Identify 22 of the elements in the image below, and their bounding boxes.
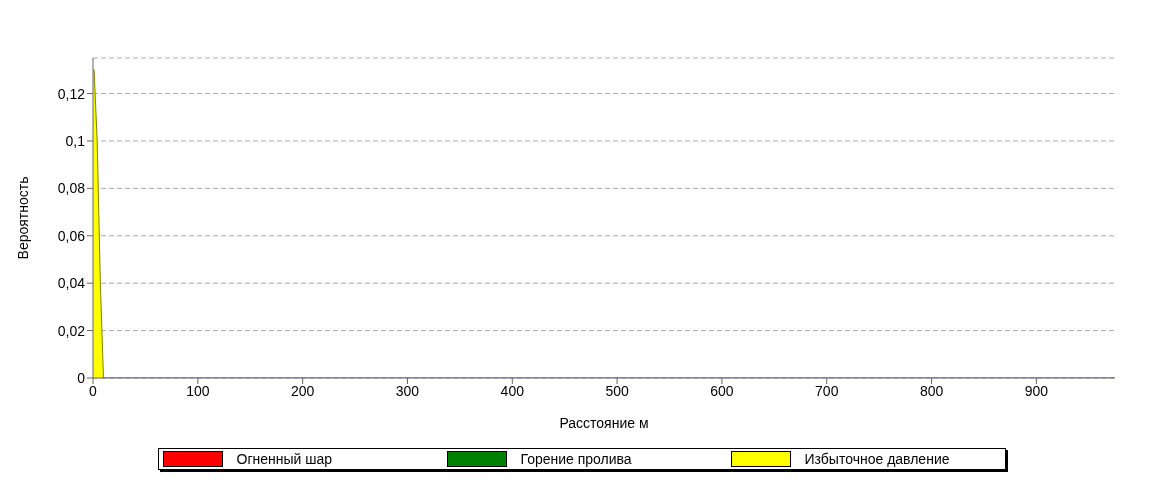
y-tick-label: 0,02 xyxy=(57,322,86,339)
x-tick-label: 500 xyxy=(605,382,629,399)
y-tick-label: 0,1 xyxy=(65,132,86,149)
x-tick-label: 300 xyxy=(395,382,420,399)
y-axis-title: Вероятность xyxy=(14,176,31,260)
x-tick-label: 600 xyxy=(710,382,734,399)
x-tick-label: 100 xyxy=(186,382,210,399)
y-tick-label: 0,08 xyxy=(57,180,86,197)
legend-label: Избыточное давление xyxy=(804,451,950,467)
x-tick-label: 900 xyxy=(1024,382,1049,399)
x-tick-label: 700 xyxy=(815,382,839,399)
x-axis-title: Расстояние м xyxy=(559,415,649,431)
legend-label: Горение пролива xyxy=(520,451,632,467)
legend-label: Огненный шар xyxy=(236,451,333,467)
y-tick-label: 0,06 xyxy=(57,227,86,244)
y-tick-label: 0,04 xyxy=(57,275,86,292)
x-tick-label: 200 xyxy=(290,382,315,399)
x-tick-label: 400 xyxy=(500,382,525,399)
x-tick-label: 0 xyxy=(89,382,98,399)
y-tick-label: 0,12 xyxy=(57,85,86,102)
x-tick-label: 800 xyxy=(919,382,944,399)
y-tick-label: 0 xyxy=(77,369,86,386)
